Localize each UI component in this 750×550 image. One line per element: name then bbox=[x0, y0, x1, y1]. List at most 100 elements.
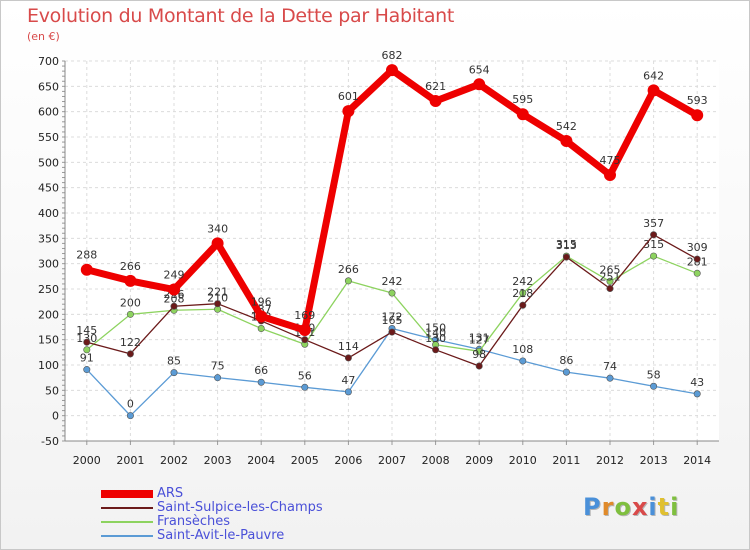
data-point bbox=[83, 366, 91, 374]
data-point bbox=[606, 277, 614, 285]
x-tick-label: 2013 bbox=[640, 454, 668, 467]
data-label: 475 bbox=[600, 154, 621, 167]
y-tick-label: 250 bbox=[38, 283, 59, 296]
data-label: 74 bbox=[603, 360, 617, 373]
data-label: 242 bbox=[512, 275, 533, 288]
data-label: 218 bbox=[512, 287, 533, 300]
legend-label: Saint-Avit-le-Pauvre bbox=[157, 528, 285, 543]
data-point bbox=[606, 374, 614, 382]
data-label: 131 bbox=[469, 331, 490, 344]
x-tick-label: 2001 bbox=[116, 454, 144, 467]
data-label: 210 bbox=[207, 291, 228, 304]
data-label: 357 bbox=[643, 217, 664, 230]
x-tick-label: 2009 bbox=[465, 454, 493, 467]
data-label: 642 bbox=[643, 69, 664, 82]
data-point bbox=[519, 289, 527, 297]
data-label: 221 bbox=[207, 286, 228, 299]
data-label: 601 bbox=[338, 90, 359, 103]
data-point bbox=[83, 346, 91, 354]
data-point bbox=[473, 78, 486, 91]
y-tick-label: 700 bbox=[38, 55, 59, 68]
data-label: 140 bbox=[425, 327, 446, 340]
x-tick-label: 2004 bbox=[247, 454, 275, 467]
data-point bbox=[429, 95, 442, 108]
data-label: 114 bbox=[338, 340, 359, 353]
y-tick-label: 650 bbox=[38, 80, 59, 93]
data-point bbox=[388, 328, 396, 336]
data-label: 595 bbox=[512, 93, 533, 106]
data-point bbox=[211, 237, 224, 250]
data-label: 249 bbox=[164, 269, 185, 282]
y-tick-label: 400 bbox=[38, 207, 59, 220]
data-point bbox=[80, 263, 93, 276]
data-point bbox=[475, 362, 483, 370]
data-point bbox=[170, 369, 178, 377]
legend-label: Saint-Sulpice-les-Champs bbox=[157, 500, 323, 515]
data-label: 266 bbox=[338, 263, 359, 276]
x-tick-label: 2010 bbox=[509, 454, 537, 467]
data-label: 169 bbox=[294, 309, 315, 322]
y-tick-label: 300 bbox=[38, 258, 59, 271]
data-point bbox=[83, 338, 91, 346]
data-label: 108 bbox=[512, 343, 533, 356]
x-tick-label: 2008 bbox=[422, 454, 450, 467]
data-point bbox=[650, 252, 658, 260]
data-point bbox=[516, 108, 529, 121]
data-point bbox=[126, 310, 134, 318]
data-label: 196 bbox=[251, 295, 272, 308]
data-point bbox=[691, 109, 704, 122]
data-label: 593 bbox=[687, 94, 708, 107]
data-point bbox=[214, 374, 222, 382]
data-point bbox=[693, 255, 701, 263]
y-tick-label: 200 bbox=[38, 308, 59, 321]
data-label: 340 bbox=[207, 222, 228, 235]
data-label: 654 bbox=[469, 63, 490, 76]
y-tick-label: 350 bbox=[38, 232, 59, 245]
data-label: 75 bbox=[211, 360, 225, 373]
legend-swatch bbox=[101, 521, 153, 523]
y-tick-label: 100 bbox=[38, 359, 59, 372]
data-label: 56 bbox=[298, 369, 312, 382]
data-label: 130 bbox=[425, 332, 446, 345]
data-point bbox=[386, 64, 398, 77]
data-label: 251 bbox=[600, 270, 621, 283]
data-label: 85 bbox=[167, 355, 181, 368]
data-label: 309 bbox=[687, 241, 708, 254]
data-label: 47 bbox=[341, 374, 355, 387]
legend-item: Saint-Sulpice-les-Champs bbox=[101, 501, 323, 515]
data-label: 266 bbox=[120, 260, 141, 273]
data-point bbox=[519, 357, 527, 365]
data-point bbox=[257, 378, 265, 386]
data-label: 165 bbox=[382, 314, 403, 327]
data-label: 242 bbox=[382, 275, 403, 288]
data-point bbox=[650, 231, 658, 239]
y-tick-label: 600 bbox=[38, 106, 59, 119]
data-label: 91 bbox=[80, 352, 94, 365]
data-point bbox=[342, 105, 355, 118]
data-label: 172 bbox=[382, 311, 403, 324]
legend-swatch bbox=[101, 490, 153, 498]
chart-legend: ARS Saint-Sulpice-les-Champs Fransèches Sai… bbox=[101, 487, 323, 543]
chart-unit: (en €) bbox=[27, 30, 60, 43]
data-point bbox=[257, 325, 265, 333]
data-point bbox=[560, 135, 573, 148]
data-point bbox=[170, 302, 178, 310]
proxiti-logo: Proxiti bbox=[583, 493, 680, 521]
data-label: 150 bbox=[425, 322, 446, 335]
legend-item: ARS bbox=[101, 487, 323, 501]
data-point bbox=[255, 310, 268, 323]
data-point bbox=[693, 390, 701, 398]
data-label: 66 bbox=[254, 364, 268, 377]
legend-label: Fransèches bbox=[157, 514, 231, 529]
data-label: 621 bbox=[425, 80, 446, 93]
x-tick-label: 2003 bbox=[204, 454, 232, 467]
data-label: 0 bbox=[127, 398, 134, 411]
x-tick-label: 2014 bbox=[683, 454, 711, 467]
data-label: 58 bbox=[647, 368, 661, 381]
x-tick-label: 2005 bbox=[291, 454, 319, 467]
data-point bbox=[388, 289, 396, 297]
data-label: 313 bbox=[556, 239, 577, 252]
data-label: 127 bbox=[469, 333, 490, 346]
y-tick-label: -50 bbox=[41, 435, 59, 448]
